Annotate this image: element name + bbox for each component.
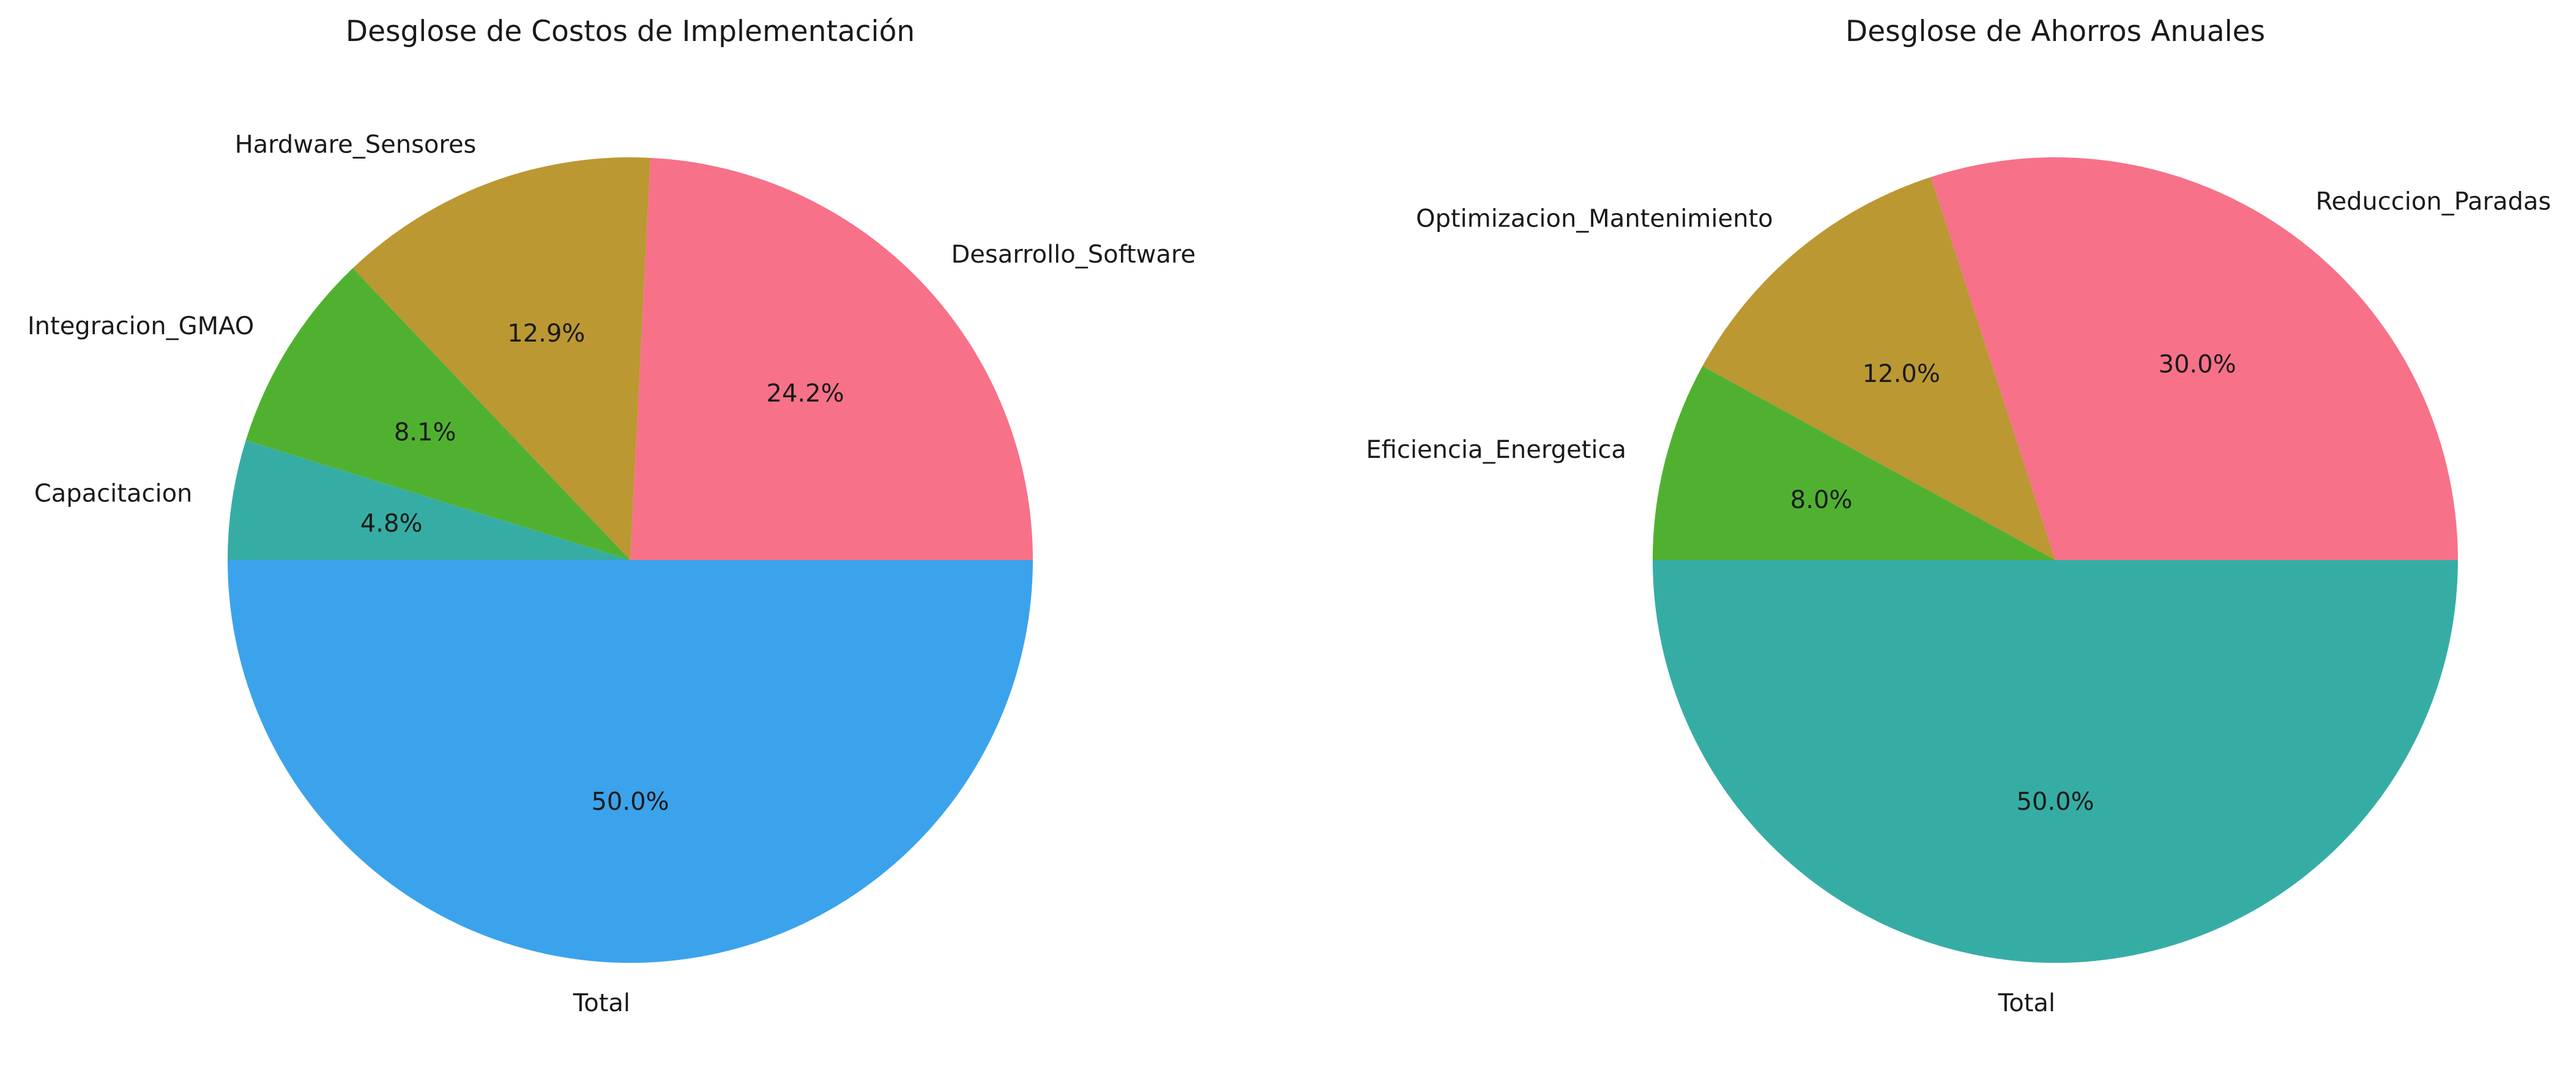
slice-label-total: Total [1998,989,2055,1017]
pct-label-eficiencia-energetica: 8.0% [1790,486,1853,514]
pct-label-reduccion-paradas: 30.0% [2159,351,2236,379]
slice-label-integracion-gmao: Integracion_GMAO [28,312,254,340]
pct-label-desarrollo-software: 24.2% [767,380,844,408]
pie-slice-total [228,560,1033,963]
pct-labels: 24.2% 12.9% 8.1% 4.8% 50.0% [360,320,844,816]
pie-chart-costos: Desglose de Costos de Implementación 24.… [28,15,1196,1017]
chart-title: Desglose de Ahorros Anuales [1845,15,2265,48]
pct-label-optimizacion-mantenimiento: 12.0% [1863,360,1940,388]
slice-label-desarrollo-software: Desarrollo_Software [951,241,1196,269]
slice-label-optimizacion-mantenimiento: Optimizacion_Mantenimiento [1416,204,1773,233]
slice-labels: Reduccion_Paradas Optimizacion_Mantenimie… [1366,187,2552,1017]
pct-label-total: 50.0% [2016,788,2094,816]
pie-slice-eficiencia-energetica [1653,366,2055,560]
pct-label-integracion-gmao: 8.1% [394,419,456,447]
slice-label-reduccion-paradas: Reduccion_Paradas [2315,187,2551,215]
pie-slice-integracion-gmao [245,268,631,560]
pie-slice-hardware-sensores [352,157,651,560]
slice-label-capacitacion: Capacitacion [34,479,193,507]
slice-labels: Desarrollo_Software Hardware_Sensores Inte… [28,130,1196,1017]
pct-label-capacitacion: 4.8% [360,510,423,538]
pct-labels: 30.0% 12.0% 8.0% 50.0% [1790,351,2236,816]
pct-label-hardware-sensores: 12.9% [507,320,585,348]
pie-slice-reduccion-paradas [1930,157,2458,560]
pie-slice-capacitacion [228,440,630,560]
pie-slice-total [1653,560,2458,963]
slice-label-eficiencia-energetica: Eficiencia_Energetica [1366,436,1626,464]
pie-slices [228,157,1033,963]
pie-slice-desarrollo-software [630,157,1033,561]
pie-chart-ahorros: Desglose de Ahorros Anuales 30.0% 12.0% 8.… [1366,15,2552,1017]
chart-title: Desglose de Costos de Implementación [346,15,915,48]
pct-label-total: 50.0% [591,788,669,816]
slice-label-hardware-sensores: Hardware_Sensores [235,130,477,159]
slice-label-total: Total [573,989,630,1017]
pie-slice-optimizacion-mantenimiento [1702,177,2055,560]
pie-slices [1653,157,2458,963]
